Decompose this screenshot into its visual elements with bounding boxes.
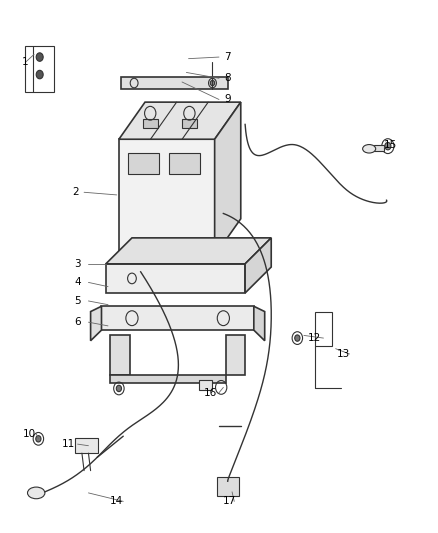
Text: 9: 9 [224, 94, 231, 104]
Polygon shape [215, 102, 241, 256]
Bar [106, 264, 245, 293]
Ellipse shape [28, 487, 45, 499]
Text: 16: 16 [204, 387, 217, 398]
Circle shape [210, 80, 215, 86]
Text: 6: 6 [74, 317, 81, 327]
Text: 10: 10 [23, 429, 36, 439]
Text: 11: 11 [62, 439, 75, 449]
Polygon shape [106, 238, 271, 264]
Text: 13: 13 [336, 349, 350, 359]
Circle shape [385, 142, 391, 150]
Text: 4: 4 [74, 277, 81, 287]
Bar [74, 438, 99, 453]
Text: 17: 17 [223, 496, 237, 506]
Bar [374, 144, 385, 151]
Bar [169, 152, 200, 174]
Bar [199, 380, 212, 390]
Bar [217, 477, 240, 496]
Bar [226, 335, 245, 375]
Ellipse shape [363, 144, 376, 153]
Text: 8: 8 [224, 73, 231, 83]
Polygon shape [254, 306, 265, 341]
Bar [121, 77, 228, 89]
Bar [127, 152, 159, 174]
Polygon shape [119, 102, 241, 139]
Bar [110, 375, 226, 383]
Text: 12: 12 [308, 333, 321, 343]
Text: 5: 5 [74, 296, 81, 306]
Text: 2: 2 [72, 187, 79, 197]
Circle shape [116, 385, 121, 392]
Polygon shape [91, 306, 102, 341]
Circle shape [36, 70, 43, 79]
Bar [119, 139, 215, 256]
Text: 1: 1 [22, 58, 28, 67]
Polygon shape [245, 238, 271, 293]
Circle shape [36, 435, 41, 442]
Bar [182, 118, 197, 128]
Bar [102, 306, 254, 330]
Bar [315, 312, 332, 346]
Bar [110, 335, 130, 375]
Text: 14: 14 [110, 496, 124, 506]
Circle shape [36, 53, 43, 61]
Bar [143, 118, 158, 128]
Text: 7: 7 [224, 52, 231, 62]
Text: 3: 3 [74, 259, 81, 269]
Bar [25, 46, 53, 92]
Text: 15: 15 [384, 140, 398, 150]
Circle shape [295, 335, 300, 341]
